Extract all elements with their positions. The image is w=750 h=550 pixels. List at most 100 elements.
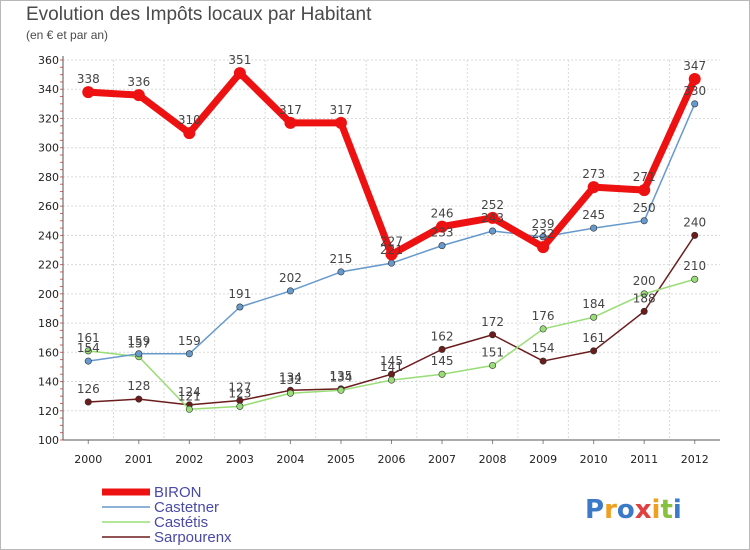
point-cast-tis	[691, 275, 699, 283]
point-sarpourenx	[84, 398, 92, 406]
y-tick-label: 120	[38, 405, 59, 418]
legend-label: Castetner	[154, 499, 219, 516]
point-biron	[385, 248, 398, 261]
y-tick-label: 300	[38, 142, 59, 155]
point-castetner	[337, 268, 345, 276]
data-label-castetner: 243	[481, 211, 504, 225]
point-cast-tis	[185, 405, 193, 413]
point-biron	[233, 67, 246, 80]
data-label-sarpourenx: 154	[532, 341, 555, 355]
point-sarpourenx	[135, 395, 143, 403]
x-tick-label: 2012	[681, 453, 709, 466]
y-tick-label: 360	[38, 54, 59, 67]
point-castetner	[489, 227, 497, 235]
point-sarpourenx	[438, 345, 446, 353]
point-cast-tis	[539, 325, 547, 333]
data-label-cast-tis: 176	[532, 309, 555, 323]
series	[82, 67, 701, 413]
point-cast-tis	[236, 402, 244, 410]
point-biron	[486, 211, 499, 224]
data-label-sarpourenx: 127	[228, 381, 251, 395]
data-label-castetner: 159	[127, 334, 150, 348]
data-label-biron: 347	[683, 59, 706, 73]
data-label-biron: 336	[127, 75, 150, 89]
point-cast-tis	[489, 361, 497, 369]
data-label-cast-tis: 200	[633, 274, 656, 288]
point-biron	[537, 241, 550, 254]
data-label-cast-tis: 210	[683, 259, 706, 273]
point-castetner	[387, 259, 395, 267]
data-label-sarpourenx: 161	[582, 331, 605, 345]
data-label-biron: 252	[481, 198, 504, 212]
y-tick-label: 160	[38, 346, 59, 359]
point-cast-tis	[640, 290, 648, 298]
x-tick-label: 2002	[175, 453, 203, 466]
data-label-castetner: 191	[228, 287, 251, 301]
y-tick-label: 340	[38, 83, 59, 96]
point-castetner	[135, 350, 143, 358]
point-castetner	[236, 303, 244, 311]
data-label-castetner: 239	[532, 217, 555, 231]
point-cast-tis	[84, 347, 92, 355]
data-label-castetner: 250	[633, 201, 656, 215]
proxiti-logo: Proxiti	[585, 495, 682, 525]
legend-label: Castétis	[154, 514, 208, 531]
point-cast-tis	[438, 370, 446, 378]
point-sarpourenx	[539, 357, 547, 365]
point-biron	[688, 73, 701, 85]
point-sarpourenx	[489, 331, 497, 339]
y-tick-label: 200	[38, 288, 59, 301]
data-label-biron: 310	[178, 113, 201, 127]
point-castetner	[590, 224, 598, 232]
x-tick-label: 2000	[74, 453, 102, 466]
point-biron	[284, 116, 297, 129]
y-tick-label: 220	[38, 259, 59, 272]
point-castetner	[84, 357, 92, 365]
point-cast-tis	[337, 386, 345, 394]
data-label-sarpourenx: 240	[683, 215, 706, 229]
point-biron	[334, 116, 347, 129]
x-tick-label: 2007	[428, 453, 456, 466]
point-castetner	[438, 242, 446, 250]
data-label-biron: 317	[279, 103, 302, 117]
data-label-biron: 317	[330, 103, 353, 117]
data-label-sarpourenx: 162	[431, 329, 454, 343]
data-label-cast-tis: 134	[330, 370, 353, 384]
data-label-biron: 338	[77, 72, 100, 86]
y-tick-label: 180	[38, 317, 59, 330]
data-label-sarpourenx: 128	[127, 379, 150, 393]
data-label-biron: 273	[582, 167, 605, 181]
grid	[63, 59, 720, 441]
point-biron	[638, 184, 651, 197]
data-label-castetner: 159	[178, 334, 201, 348]
x-tick-label: 2006	[378, 453, 406, 466]
x-tick-label: 2004	[276, 453, 304, 466]
x-tick-label: 2001	[125, 453, 153, 466]
data-label-cast-tis: 161	[77, 331, 100, 345]
chart-title: Evolution des Impôts locaux par Habitant	[26, 4, 372, 25]
data-label-sarpourenx: 124	[178, 385, 201, 399]
data-label-sarpourenx: 188	[633, 291, 656, 305]
data-label-cast-tis: 145	[431, 354, 454, 368]
data-label-castetner: 221	[380, 243, 403, 257]
data-label-cast-tis: 132	[279, 373, 302, 387]
y-tick-label: 100	[38, 434, 59, 447]
x-tick-label: 2008	[479, 453, 507, 466]
y-tick-label: 260	[38, 200, 59, 213]
data-label-biron: 271	[633, 170, 656, 184]
point-castetner	[185, 350, 193, 358]
data-label-cast-tis: 123	[228, 386, 251, 400]
logo-text: Proxiti	[585, 495, 682, 525]
data-label-sarpourenx: 126	[77, 382, 100, 396]
point-biron	[436, 220, 449, 233]
data-label-castetner: 215	[330, 252, 353, 266]
x-tick-label: 2011	[630, 453, 658, 466]
x-tick-label: 2009	[529, 453, 557, 466]
point-biron	[132, 89, 145, 102]
point-sarpourenx	[590, 347, 598, 355]
x-tick-label: 2010	[580, 453, 608, 466]
data-label-cast-tis: 151	[481, 345, 504, 359]
